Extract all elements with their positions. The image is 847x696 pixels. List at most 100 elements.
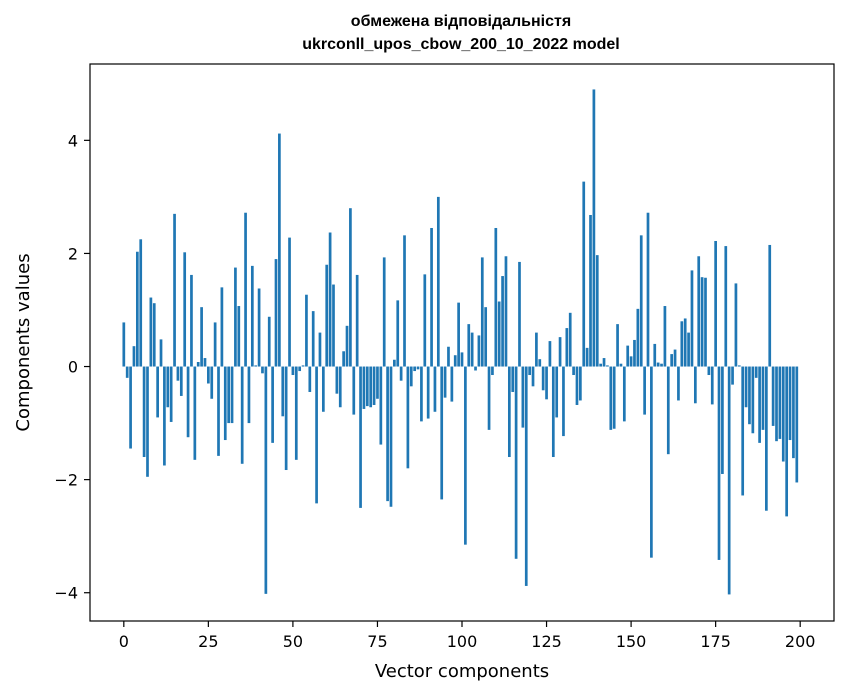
bar bbox=[673, 349, 677, 367]
y-axis-ticks: −4 −2 0 2 4 bbox=[54, 131, 90, 603]
bar bbox=[409, 366, 413, 387]
bar bbox=[741, 366, 745, 496]
bar bbox=[271, 366, 274, 443]
bar bbox=[450, 366, 454, 402]
bar bbox=[531, 366, 535, 387]
bar bbox=[575, 366, 579, 405]
bar bbox=[152, 303, 156, 367]
bar bbox=[261, 366, 264, 374]
x-tick-label: 25 bbox=[198, 632, 218, 651]
bar bbox=[372, 366, 376, 405]
bar bbox=[223, 366, 227, 441]
bar bbox=[403, 235, 406, 367]
bar bbox=[778, 366, 782, 439]
bar bbox=[751, 366, 755, 434]
bar bbox=[207, 366, 210, 384]
bar bbox=[501, 276, 504, 367]
bar bbox=[389, 366, 393, 507]
bar bbox=[724, 246, 728, 367]
bar bbox=[514, 366, 518, 559]
bar bbox=[572, 366, 575, 376]
bar bbox=[606, 365, 609, 367]
bar bbox=[308, 366, 312, 392]
bar bbox=[132, 346, 136, 367]
bar bbox=[291, 366, 295, 376]
bar bbox=[135, 251, 139, 367]
bar bbox=[704, 277, 707, 367]
x-tick-label: 200 bbox=[785, 632, 816, 651]
bar bbox=[146, 366, 149, 477]
bar bbox=[710, 366, 714, 405]
bar bbox=[491, 366, 494, 376]
bar bbox=[582, 181, 586, 367]
bar bbox=[535, 332, 538, 367]
y-tick-label: 0 bbox=[68, 358, 78, 377]
bar bbox=[190, 274, 193, 367]
bar bbox=[440, 366, 444, 500]
x-tick-label: 150 bbox=[616, 632, 647, 651]
bar bbox=[666, 366, 670, 455]
bar bbox=[464, 366, 467, 545]
bar bbox=[430, 227, 433, 367]
bar bbox=[169, 366, 173, 422]
bar bbox=[294, 366, 298, 460]
bar bbox=[792, 366, 795, 459]
bar bbox=[122, 322, 126, 367]
bar bbox=[393, 359, 396, 367]
bar bbox=[125, 366, 129, 378]
bar bbox=[457, 302, 460, 367]
bar bbox=[139, 239, 143, 367]
bar bbox=[626, 345, 630, 367]
bar bbox=[548, 341, 552, 367]
x-tick-label: 75 bbox=[367, 632, 387, 651]
bar bbox=[511, 366, 515, 392]
bar bbox=[700, 277, 704, 367]
bar bbox=[761, 366, 765, 430]
y-tick-label: −4 bbox=[54, 584, 78, 603]
bar bbox=[250, 265, 254, 367]
bar bbox=[656, 362, 660, 367]
bar bbox=[355, 274, 359, 367]
bar bbox=[176, 366, 180, 381]
bar bbox=[690, 270, 694, 367]
bar bbox=[744, 366, 748, 408]
bar bbox=[196, 362, 200, 367]
chart-title-line-1: обмежена відповідальністя bbox=[350, 13, 572, 30]
bar bbox=[149, 297, 153, 367]
bar bbox=[413, 366, 417, 372]
bar bbox=[592, 89, 596, 367]
bar bbox=[159, 339, 163, 367]
bar bbox=[565, 328, 569, 367]
bar bbox=[538, 359, 542, 367]
bar bbox=[487, 366, 491, 430]
bar bbox=[484, 307, 488, 367]
bar bbox=[680, 321, 684, 367]
bar bbox=[670, 354, 674, 367]
bar bbox=[595, 255, 599, 367]
bar bbox=[359, 366, 362, 508]
bar bbox=[335, 366, 339, 394]
bar bbox=[788, 366, 792, 441]
bar bbox=[396, 300, 400, 367]
bar bbox=[558, 337, 562, 367]
x-tick-label: 50 bbox=[283, 632, 303, 651]
bar bbox=[494, 227, 498, 367]
x-tick-label: 125 bbox=[531, 632, 562, 651]
bar bbox=[200, 307, 203, 367]
bar bbox=[717, 366, 721, 560]
bar bbox=[349, 208, 352, 367]
bar bbox=[416, 366, 420, 370]
x-tick-label: 100 bbox=[447, 632, 478, 651]
bar bbox=[795, 366, 799, 483]
bar bbox=[663, 306, 667, 367]
bar bbox=[470, 332, 474, 367]
bar bbox=[737, 365, 741, 367]
bar bbox=[602, 358, 606, 367]
bar bbox=[369, 366, 373, 408]
bar bbox=[142, 366, 146, 458]
y-tick-label: 2 bbox=[68, 244, 78, 263]
bar bbox=[288, 237, 291, 367]
bar bbox=[629, 356, 633, 367]
